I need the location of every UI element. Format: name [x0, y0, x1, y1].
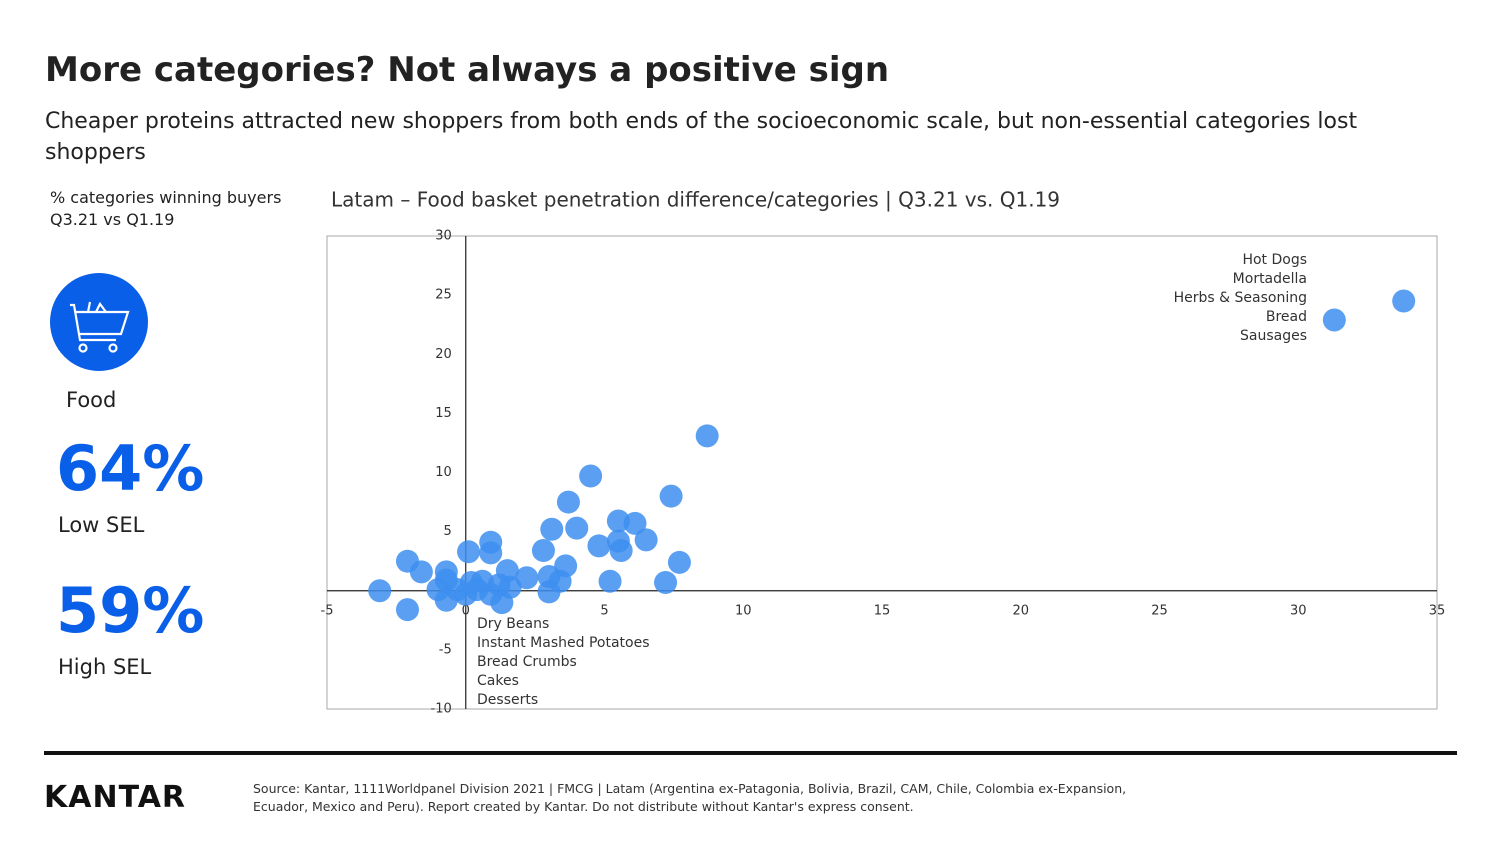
stat-value: 59%	[56, 574, 205, 647]
source: Ecuador, Mexico and Peru). Report create…	[253, 799, 914, 814]
y-tick-label: -10	[431, 702, 452, 717]
point	[368, 579, 392, 603]
chart-title: Latam – Food basket penetration differen…	[331, 188, 1060, 212]
x-tick-label: 25	[1151, 603, 1168, 618]
point	[531, 539, 555, 563]
point	[654, 570, 678, 594]
annotation: Dry Beans	[477, 616, 549, 632]
annotation: Desserts	[477, 692, 538, 708]
point	[515, 566, 539, 590]
stat-value: 64%	[56, 432, 205, 505]
title: More categories? Not always a positive s…	[45, 50, 890, 90]
x-tick-label: 5	[600, 603, 608, 618]
point	[695, 424, 719, 448]
point	[634, 528, 658, 552]
cart-icon	[70, 301, 130, 353]
y-tick-label: 15	[435, 406, 452, 421]
annotation: Bread	[1266, 309, 1307, 325]
annotation: Instant Mashed Potatoes	[477, 635, 650, 651]
y-tick-label: 25	[435, 288, 452, 303]
y-tick-label: 5	[443, 524, 451, 539]
point	[1392, 289, 1416, 313]
point	[587, 534, 611, 558]
annotation: Hot Dogs	[1242, 252, 1307, 268]
y-tick-label: 10	[435, 465, 452, 480]
point	[1322, 308, 1346, 332]
point	[598, 569, 622, 593]
point	[548, 569, 572, 593]
annotation: Mortadella	[1233, 271, 1307, 287]
plot-frame	[326, 235, 1438, 710]
subtitle: Cheaper proteins attracted new shoppers …	[45, 109, 1358, 165]
point	[465, 578, 489, 602]
x-tick-label: 15	[874, 603, 891, 618]
point	[609, 539, 633, 563]
point	[540, 517, 564, 541]
point	[623, 511, 647, 535]
point	[659, 484, 683, 508]
annotation: Cakes	[477, 673, 519, 689]
point	[556, 490, 580, 514]
food-icon	[50, 273, 148, 371]
point	[667, 550, 691, 574]
point	[395, 598, 419, 622]
point	[457, 540, 481, 564]
point	[579, 464, 603, 488]
annotation: Bread Crumbs	[477, 654, 577, 670]
y-tick-label: 30	[435, 229, 452, 244]
logo: KANTAR	[44, 780, 187, 815]
category: Food	[66, 388, 117, 412]
x-tick-label: 35	[1429, 603, 1446, 618]
annotation: Sausages	[1240, 328, 1307, 344]
annotation: Herbs & Seasoning	[1174, 290, 1307, 306]
point	[479, 541, 503, 565]
sidebar-note: % categories winning buyers	[50, 188, 282, 207]
source: Source: Kantar, 1111Worldpanel Division …	[253, 781, 1127, 796]
y-tick-label: -5	[439, 642, 452, 657]
stat-label: High SEL	[58, 655, 152, 679]
x-tick-label: 20	[1012, 603, 1029, 618]
x-tick-label: 0	[462, 603, 470, 618]
point	[498, 575, 522, 599]
x-tick-label: -5	[321, 603, 334, 618]
x-tick-label: 30	[1290, 603, 1307, 618]
y-tick-label: 20	[435, 347, 452, 362]
stat-label: Low SEL	[58, 513, 145, 537]
divider	[44, 751, 1457, 755]
x-tick-label: 10	[735, 603, 752, 618]
point	[409, 560, 433, 584]
point	[565, 516, 589, 540]
sidebar-note: Q3.21 vs Q1.19	[50, 210, 175, 229]
